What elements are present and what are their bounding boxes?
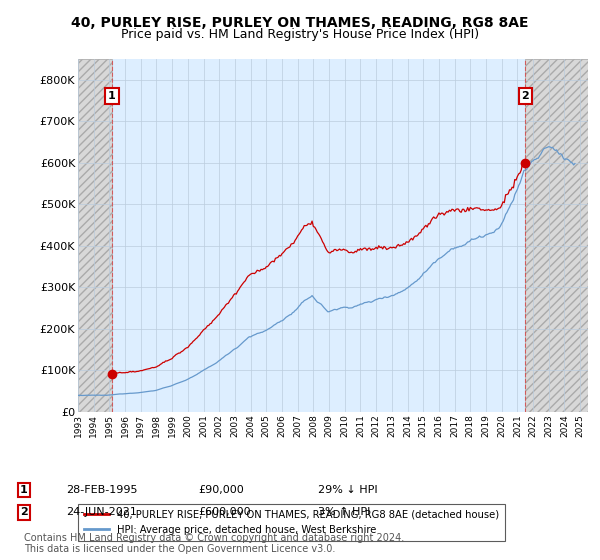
- Text: 1: 1: [20, 485, 28, 495]
- Text: 2: 2: [521, 91, 529, 101]
- Text: 24-JUN-2021: 24-JUN-2021: [66, 507, 137, 517]
- Bar: [78, 59, 112, 412]
- Text: Price paid vs. HM Land Registry's House Price Index (HPI): Price paid vs. HM Land Registry's House …: [121, 28, 479, 41]
- Bar: [525, 59, 588, 412]
- Legend: 40, PURLEY RISE, PURLEY ON THAMES, READING, RG8 8AE (detached house), HPI: Avera: 40, PURLEY RISE, PURLEY ON THAMES, READI…: [78, 503, 505, 540]
- Text: 40, PURLEY RISE, PURLEY ON THAMES, READING, RG8 8AE: 40, PURLEY RISE, PURLEY ON THAMES, READI…: [71, 16, 529, 30]
- Text: Contains HM Land Registry data © Crown copyright and database right 2024.
This d: Contains HM Land Registry data © Crown c…: [24, 533, 404, 554]
- Text: £600,000: £600,000: [198, 507, 251, 517]
- Text: £90,000: £90,000: [198, 485, 244, 495]
- Text: 1: 1: [108, 91, 116, 101]
- Bar: [525, 59, 588, 412]
- Bar: [78, 59, 112, 412]
- Text: 28-FEB-1995: 28-FEB-1995: [66, 485, 137, 495]
- Text: 2: 2: [20, 507, 28, 517]
- Text: 3% ↑ HPI: 3% ↑ HPI: [318, 507, 370, 517]
- Text: 29% ↓ HPI: 29% ↓ HPI: [318, 485, 377, 495]
